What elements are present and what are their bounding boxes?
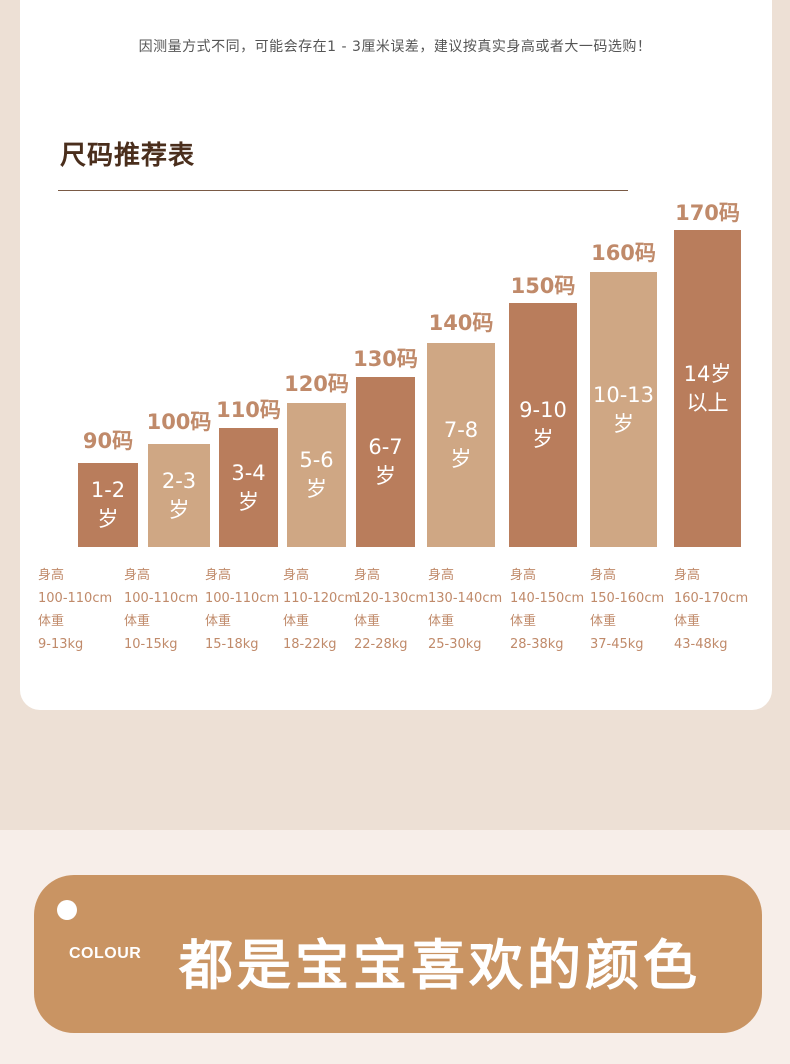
height-label: 身高 <box>124 568 151 583</box>
height-label: 身高 <box>283 568 310 583</box>
size-label: 90码 <box>82 429 134 453</box>
size-bar: 5-6 岁 <box>287 403 346 547</box>
weight-label: 体重 <box>674 614 701 629</box>
height-range: 130-140cm <box>428 591 503 606</box>
height-label: 身高 <box>510 568 537 583</box>
weight-label: 体重 <box>354 614 381 629</box>
height-range: 110-120cm <box>283 591 358 606</box>
age-range: 7-8 岁 <box>443 418 479 471</box>
weight-label: 体重 <box>590 614 617 629</box>
height-range: 150-160cm <box>590 591 665 606</box>
age-range: 2-3 岁 <box>161 468 197 522</box>
age-range: 3-4 岁 <box>231 460 266 514</box>
height-range: 100-110cm <box>205 591 280 606</box>
weight-range: 22-28kg <box>354 637 408 652</box>
banner-title: 都是宝宝喜欢的颜色 <box>179 934 701 997</box>
size-info: 身高 120-130cm 体重 22-28kg <box>354 564 428 656</box>
banner-label: COLOUR <box>69 945 142 962</box>
size-bar: 14岁 以上 <box>674 230 741 547</box>
size-bar: 2-3 岁 <box>148 444 210 547</box>
dot-icon <box>57 900 77 920</box>
weight-label: 体重 <box>283 614 310 629</box>
size-label: 110码 <box>216 398 281 422</box>
height-range: 140-150cm <box>510 591 585 606</box>
size-label: 160码 <box>591 241 656 265</box>
weight-range: 25-30kg <box>428 637 482 652</box>
weight-label: 体重 <box>510 614 537 629</box>
height-label: 身高 <box>674 568 701 583</box>
height-label: 身高 <box>354 568 381 583</box>
age-range: 6-7 岁 <box>368 435 403 488</box>
weight-range: 28-38kg <box>510 637 564 652</box>
size-info: 身高 130-140cm 体重 25-30kg <box>428 564 502 656</box>
weight-range: 43-48kg <box>674 637 728 652</box>
size-label: 170码 <box>675 201 740 225</box>
size-bar: 7-8 岁 <box>427 343 495 547</box>
size-label: 150码 <box>510 274 576 298</box>
size-bar: 10-13 岁 <box>590 272 657 547</box>
size-info: 身高 100-110cm 体重 9-13kg <box>38 564 112 656</box>
age-range: 9-10 岁 <box>519 398 567 451</box>
weight-range: 37-45kg <box>590 637 644 652</box>
weight-range: 9-13kg <box>38 637 84 652</box>
size-info: 身高 140-150cm 体重 28-38kg <box>510 564 584 656</box>
size-label: 130码 <box>353 347 418 371</box>
size-info: 身高 110-120cm 体重 18-22kg <box>283 564 357 656</box>
size-label: 120码 <box>284 372 349 396</box>
age-range: 5-6 岁 <box>299 448 334 501</box>
weight-label: 体重 <box>428 614 455 629</box>
size-info: 身高 160-170cm 体重 43-48kg <box>674 564 748 656</box>
height-label: 身高 <box>205 568 232 583</box>
size-info: 身高 100-110cm 体重 15-18kg <box>205 564 279 656</box>
weight-range: 18-22kg <box>283 637 337 652</box>
weight-label: 体重 <box>205 614 232 629</box>
age-range: 14岁 以上 <box>683 361 732 415</box>
weight-range: 10-15kg <box>124 637 178 652</box>
age-range: 1-2 岁 <box>90 478 126 531</box>
size-info: 身高 100-110cm 体重 10-15kg <box>124 564 198 656</box>
size-label: 140码 <box>428 311 494 335</box>
size-bar: 1-2 岁 <box>78 463 138 547</box>
height-label: 身高 <box>428 568 455 583</box>
size-bar: 6-7 岁 <box>356 377 415 547</box>
size-bar: 3-4 岁 <box>219 428 278 547</box>
height-label: 身高 <box>38 568 65 583</box>
height-label: 身高 <box>590 568 617 583</box>
size-info: 身高 150-160cm 体重 37-45kg <box>590 564 664 656</box>
size-label: 100码 <box>146 410 212 434</box>
height-range: 120-130cm <box>354 591 429 606</box>
weight-label: 体重 <box>124 614 151 629</box>
age-range: 10-13 岁 <box>592 382 655 436</box>
measurement-note: 因测量方式不同，可能会存在1 - 3厘米误差，建议按真实身高或者大一码选购！ <box>138 39 652 55</box>
height-range: 100-110cm <box>38 591 113 606</box>
height-range: 100-110cm <box>124 591 199 606</box>
title-divider <box>58 190 628 191</box>
page-title: 尺码推荐表 <box>60 141 196 171</box>
colour-banner: COLOUR 都是宝宝喜欢的颜色 <box>34 875 762 1033</box>
weight-label: 体重 <box>38 614 65 629</box>
height-range: 160-170cm <box>674 591 749 606</box>
weight-range: 15-18kg <box>205 637 259 652</box>
size-bar: 9-10 岁 <box>509 303 577 547</box>
